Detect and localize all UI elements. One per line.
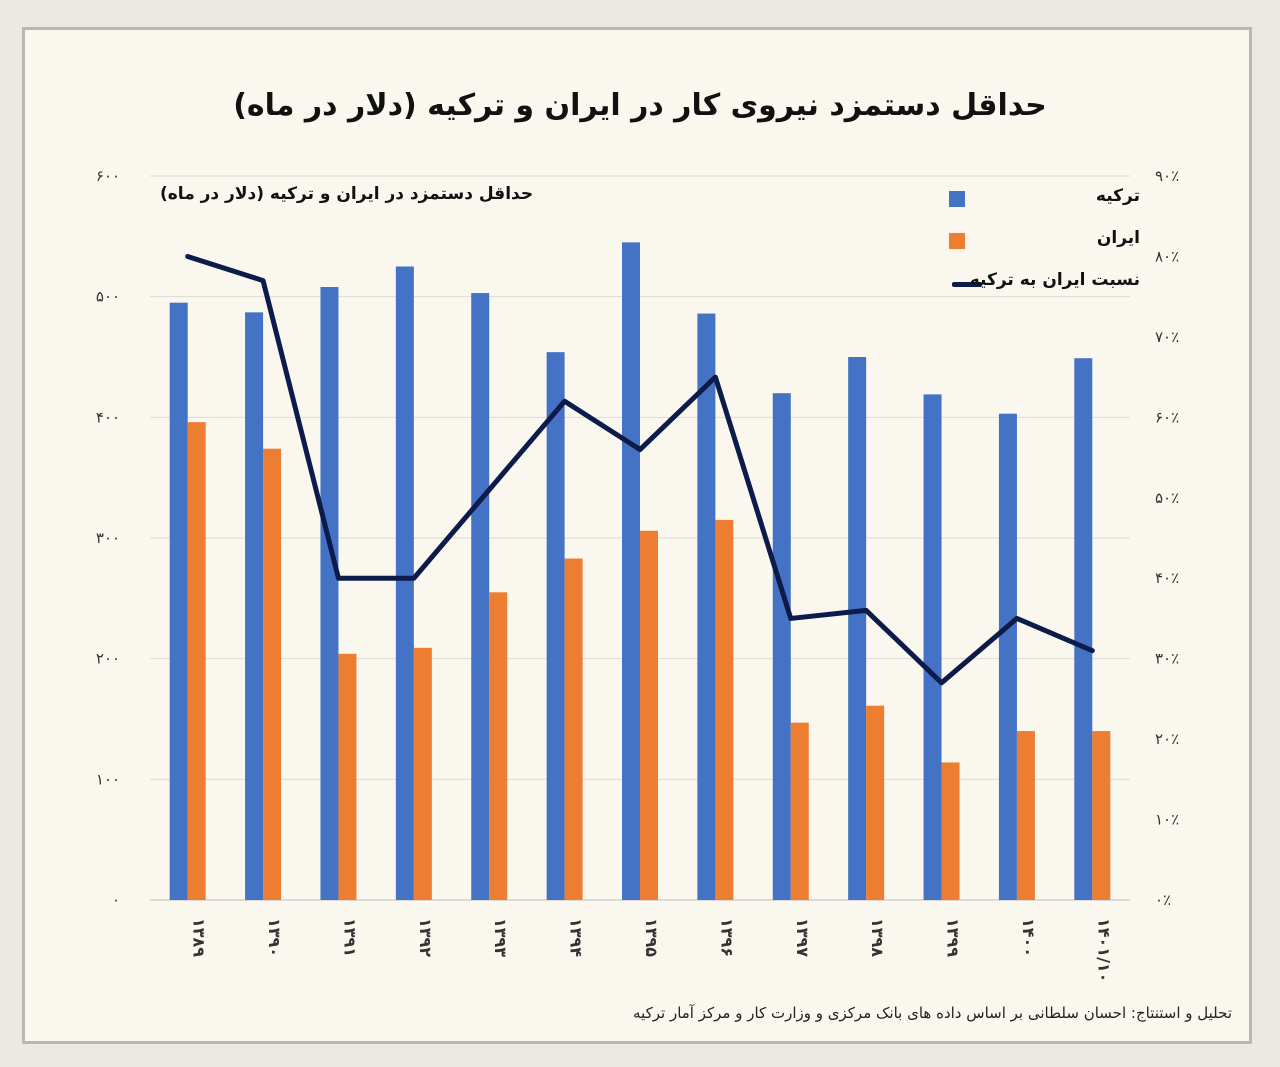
legend-label-iran: ایران — [1096, 228, 1140, 248]
y2-tick-label: ۷۰٪ — [1155, 328, 1179, 346]
x-tick-label: ۱۴۰۰ — [1019, 918, 1038, 957]
bar-turkey — [546, 352, 565, 900]
legend-item-turkey: ترکیه — [940, 180, 1140, 222]
legend-label-ratio: نسبت ایران به ترکیه — [969, 270, 1140, 290]
bar-turkey — [395, 266, 414, 900]
bar-iran — [640, 530, 658, 900]
legend-swatch-iran — [949, 233, 965, 249]
x-tick-label: ۱۳۸۹ — [190, 918, 209, 957]
bar-turkey — [923, 394, 942, 900]
x-tick-label: ۱۴۰۱/۱۰ — [1094, 918, 1113, 982]
bar-turkey — [772, 393, 791, 900]
source-note: تحلیل و استنتاج: احسان سلطانی بر اساس دا… — [633, 1004, 1232, 1022]
y-tick-label: ۳۰۰ — [96, 529, 120, 547]
chart-subtitle: حداقل دستمزد در ایران و ترکیه (دلار در م… — [160, 184, 534, 204]
legend-item-iran: ایران — [940, 222, 1140, 264]
bar-turkey — [1074, 358, 1093, 900]
y2-tick-label: ۵۰٪ — [1155, 489, 1179, 507]
y2-tick-label: ۱۰٪ — [1155, 811, 1179, 829]
y2-tick-label: ۴۰٪ — [1155, 569, 1179, 587]
x-tick-label: ۱۳۹۲ — [416, 918, 435, 957]
line-ratio — [185, 253, 1095, 686]
y2-tick-label: ۰٪ — [1155, 891, 1171, 909]
legend: ترکیه ایران نسبت ایران به ترکیه — [940, 180, 1140, 306]
bar-turkey — [622, 242, 640, 900]
bar-iran — [338, 653, 357, 900]
y-tick-label: ۲۰۰ — [96, 650, 120, 668]
bar-iran — [1016, 731, 1035, 900]
x-tick-label: ۱۳۹۸ — [868, 918, 887, 957]
x-tick-label: ۱۳۹۷ — [793, 918, 812, 957]
y-tick-label: ۱۰۰ — [96, 770, 120, 788]
y2-tick-label: ۹۰٪ — [1155, 167, 1179, 185]
y2-tick-label: ۶۰٪ — [1155, 408, 1179, 426]
bar-iran — [263, 448, 282, 900]
x-tick-label: ۱۳۹۰ — [265, 918, 284, 957]
legend-item-ratio: نسبت ایران به ترکیه — [940, 264, 1140, 306]
bar-iran — [866, 705, 885, 900]
chart-title: حداقل دستمزد نیروی کار در ایران و ترکیه … — [233, 88, 1047, 123]
y-tick-label: ۶۰۰ — [96, 167, 120, 185]
y-tick-label: ۵۰۰ — [96, 288, 120, 306]
bar-iran — [715, 519, 734, 900]
x-tick-label: ۱۳۹۴ — [567, 918, 586, 957]
y2-tick-label: ۲۰٪ — [1155, 730, 1179, 748]
bar-iran — [413, 647, 432, 900]
bar-turkey — [697, 313, 716, 900]
bar-iran — [489, 592, 508, 900]
y2-tick-label: ۸۰٪ — [1155, 247, 1179, 265]
legend-line-ratio — [952, 282, 982, 287]
bar-turkey — [320, 287, 339, 901]
bar-turkey — [245, 312, 264, 900]
bar-iran — [1092, 731, 1111, 900]
bar-iran — [187, 422, 206, 900]
y-tick-label: ۰ — [112, 891, 120, 909]
bar-iran — [564, 558, 583, 900]
y2-tick-label: ۳۰٪ — [1155, 650, 1179, 668]
bar-iran — [790, 722, 809, 900]
bar-turkey — [169, 302, 188, 900]
x-tick-label: ۱۳۹۱ — [340, 918, 359, 957]
y-tick-label: ۴۰۰ — [96, 408, 120, 426]
legend-swatch-turkey — [949, 191, 965, 207]
bar-turkey — [998, 413, 1017, 900]
bar-turkey — [471, 293, 490, 901]
legend-label-turkey: ترکیه — [1095, 186, 1140, 206]
bar-turkey — [848, 357, 867, 900]
x-tick-label: ۱۳۹۵ — [642, 918, 661, 957]
x-tick-label: ۱۳۹۶ — [717, 918, 736, 957]
x-tick-label: ۱۳۹۹ — [944, 918, 963, 957]
bar-iran — [941, 762, 960, 900]
x-tick-label: ۱۳۹۳ — [491, 918, 510, 957]
